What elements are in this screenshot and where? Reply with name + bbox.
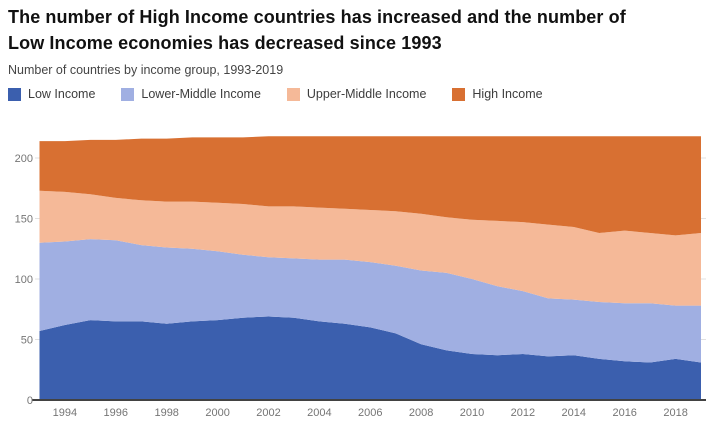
x-tick-label-1994: 1994 [53, 407, 77, 419]
title-line-2: Low Income economies has decreased since… [8, 33, 442, 53]
x-tick-label-2002: 2002 [256, 407, 280, 419]
y-tick-label-0: 0 [27, 395, 33, 407]
legend-swatch-icon [452, 87, 466, 101]
legend-swatch-icon [286, 87, 300, 101]
y-tick-label-150: 150 [15, 214, 33, 226]
legend-swatch-icon [8, 87, 21, 101]
legend: Low Income Lower-Middle Income Upper-Middl… [8, 87, 543, 101]
legend-item-high-income: High Income [452, 87, 543, 101]
legend-label: Low Income [28, 87, 96, 101]
legend-label: Lower-Middle Income [141, 87, 261, 101]
x-tick-label-2006: 2006 [358, 407, 382, 419]
legend-label: High Income [472, 87, 543, 101]
x-tick-label-2014: 2014 [562, 407, 586, 419]
y-tick-label-100: 100 [15, 274, 33, 286]
page-title: The number of High Income countries has … [8, 4, 708, 56]
legend-item-upper-middle-income: Upper-Middle Income [286, 87, 427, 101]
x-tick-label-2008: 2008 [409, 407, 433, 419]
x-tick-label-1996: 1996 [104, 407, 128, 419]
x-tick-label-2012: 2012 [511, 407, 535, 419]
x-tick-label-2018: 2018 [663, 407, 687, 419]
area-high-income [39, 136, 701, 236]
legend-swatch-icon [121, 87, 135, 101]
x-tick-label-1998: 1998 [154, 407, 178, 419]
x-tick-label-2016: 2016 [612, 407, 636, 419]
y-tick-label-50: 50 [21, 335, 33, 347]
x-tick-label-2010: 2010 [460, 407, 484, 419]
legend-item-low-income: Low Income [8, 87, 95, 101]
title-line-1: The number of High Income countries has … [8, 7, 626, 27]
chart-subtitle: Number of countries by income group, 199… [8, 63, 284, 77]
area-upper-middle-income [39, 190, 701, 306]
x-tick-label-2004: 2004 [307, 407, 331, 419]
x-tick-label-2000: 2000 [205, 407, 229, 419]
area-low-income [39, 316, 701, 400]
y-tick-label-200: 200 [15, 153, 33, 165]
legend-label: Upper-Middle Income [306, 87, 427, 101]
area-lower-middle-income [39, 239, 701, 363]
legend-item-lower-middle-income: Lower-Middle Income [121, 87, 261, 101]
